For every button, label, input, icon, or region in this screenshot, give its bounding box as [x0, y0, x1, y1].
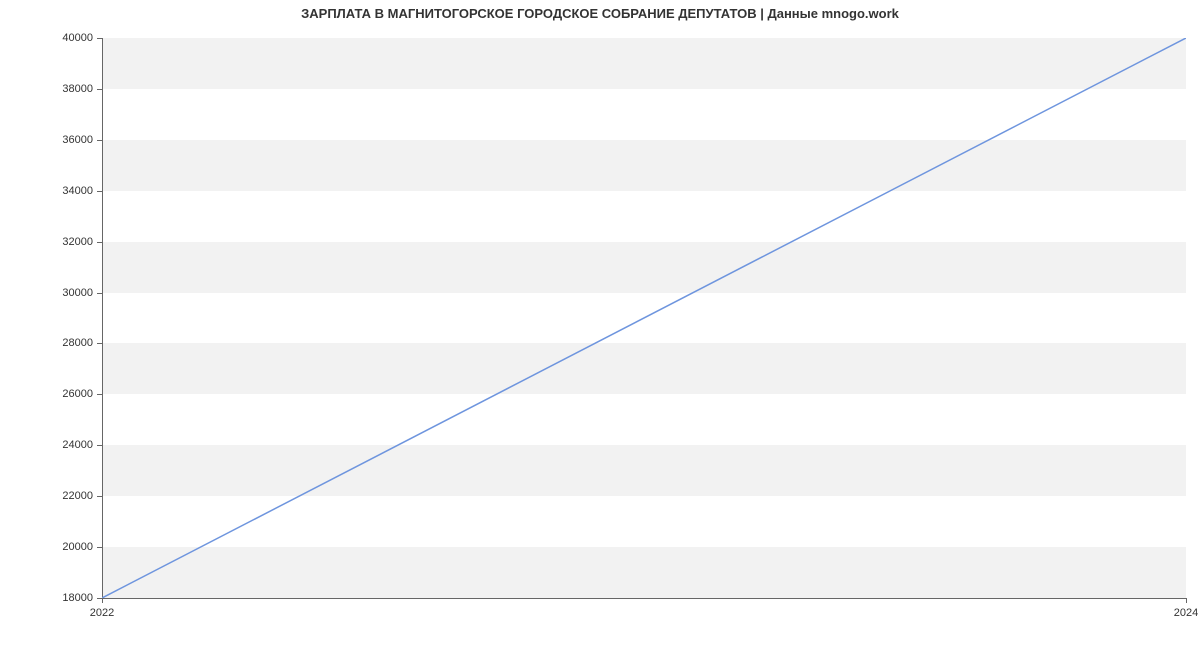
plot-area: 1800020000220002400026000280003000032000…	[102, 38, 1186, 598]
y-tick-label: 24000	[62, 439, 93, 451]
y-tick-label: 22000	[62, 490, 93, 502]
series-layer	[102, 38, 1186, 598]
x-tick-label: 2024	[1174, 607, 1198, 619]
y-tick-label: 40000	[62, 32, 93, 44]
y-tick-label: 20000	[62, 541, 93, 553]
y-tick-label: 38000	[62, 83, 93, 95]
y-tick-label: 36000	[62, 134, 93, 146]
y-tick-label: 34000	[62, 185, 93, 197]
x-axis	[102, 598, 1186, 599]
x-tick	[102, 598, 103, 603]
y-tick-label: 32000	[62, 236, 93, 248]
x-tick	[1186, 598, 1187, 603]
y-tick-label: 26000	[62, 388, 93, 400]
chart-title: ЗАРПЛАТА В МАГНИТОГОРСКОЕ ГОРОДСКОЕ СОБР…	[0, 6, 1200, 21]
y-tick-label: 18000	[62, 592, 93, 604]
x-tick-label: 2022	[90, 607, 114, 619]
line-chart: ЗАРПЛАТА В МАГНИТОГОРСКОЕ ГОРОДСКОЕ СОБР…	[0, 0, 1200, 650]
y-tick-label: 28000	[62, 337, 93, 349]
y-tick-label: 30000	[62, 287, 93, 299]
series-line-salary	[102, 38, 1186, 598]
